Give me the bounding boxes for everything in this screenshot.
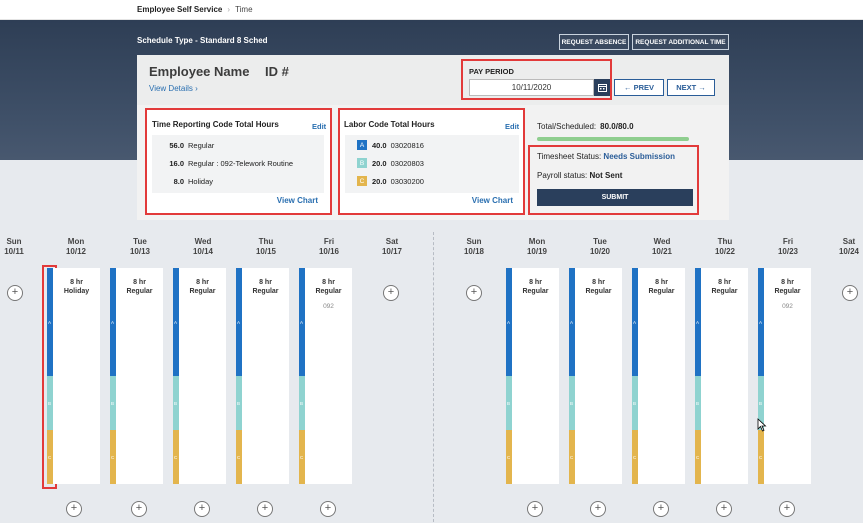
calendar-icon[interactable] [594, 79, 611, 96]
day-card[interactable]: A B C 8 hr Regular [173, 268, 226, 484]
day-header: Wed 10/21 [651, 237, 673, 256]
day-card[interactable]: A B C 8 hr Regular 092 [758, 268, 811, 484]
plus-circle-icon[interactable]: + [7, 285, 23, 301]
labor-code-row: B 20.0 03020803 [357, 158, 424, 168]
day-header: Thu 10/22 [714, 237, 736, 256]
day-card[interactable]: A B C 8 hr Regular [110, 268, 163, 484]
prev-button[interactable]: ← PREV [614, 79, 664, 96]
day-card[interactable]: A B C 8 hr Regular [236, 268, 289, 484]
day-header: Wed 10/14 [192, 237, 214, 256]
labor-code-panel: Labor Code Total Hours Edit A 40.0 0302081… [339, 110, 525, 213]
trc-list: 56.0 Regular 16.0 Regular : 092-Telework R… [152, 135, 324, 193]
request-additional-time-button[interactable]: REQUEST ADDITIONAL TIME [632, 34, 729, 50]
labor-code-row: A 40.0 03020816 [357, 140, 424, 150]
trc-row: 56.0 Regular [169, 141, 215, 150]
plus-circle-icon[interactable]: + [653, 501, 669, 517]
timesheet-status: Timesheet Status: Needs Submission [537, 152, 675, 161]
day-header: Sat 10/17 [381, 237, 403, 256]
day-card[interactable]: A B C 8 hr Regular [632, 268, 685, 484]
day-card[interactable]: A B C 8 hr Regular [569, 268, 622, 484]
day-card[interactable]: A B C 8 hr Regular 092 [299, 268, 352, 484]
breadcrumb-leaf: Time [235, 5, 253, 14]
plus-circle-icon[interactable]: + [66, 501, 82, 517]
next-button[interactable]: NEXT → [667, 79, 715, 96]
timesheet-summary: Total/Scheduled: 80.0/80.0 [528, 110, 696, 213]
trc-view-chart-link[interactable]: View Chart [276, 196, 318, 205]
plus-circle-icon[interactable]: + [320, 501, 336, 517]
employee-name: Employee Name [149, 64, 250, 79]
day-header: Tue 10/13 [129, 237, 151, 256]
pay-period-label: PAY PERIOD [469, 67, 514, 76]
plus-circle-icon[interactable]: + [779, 501, 795, 517]
breadcrumb-separator: › [227, 5, 231, 14]
total-scheduled: Total/Scheduled: 80.0/80.0 [537, 122, 634, 131]
trc-row: 16.0 Regular : 092-Telework Routine [169, 159, 294, 168]
labor-code-title: Labor Code Total Hours [344, 120, 435, 129]
breadcrumb-root[interactable]: Employee Self Service [137, 5, 223, 14]
plus-circle-icon[interactable]: + [527, 501, 543, 517]
day-header: Thu 10/15 [255, 237, 277, 256]
employee-id: ID # [265, 64, 289, 79]
plus-circle-icon[interactable]: + [131, 501, 147, 517]
day-header: Mon 10/19 [526, 237, 548, 256]
day-card[interactable]: A B C 8 hr Regular [506, 268, 559, 484]
plus-circle-icon[interactable]: + [590, 501, 606, 517]
labor-code-row: C 20.0 03030200 [357, 176, 424, 186]
day-header: Fri 10/16 [318, 237, 340, 256]
view-details-link[interactable]: View Details › [149, 84, 198, 93]
payroll-status: Payroll status: Not Sent [537, 171, 623, 180]
breadcrumb: Employee Self Service › Time [137, 5, 253, 14]
trc-title: Time Reporting Code Total Hours [152, 120, 279, 129]
plus-circle-icon[interactable]: + [842, 285, 858, 301]
day-header: Tue 10/20 [589, 237, 611, 256]
labor-code-view-chart-link[interactable]: View Chart [471, 196, 513, 205]
mouse-pointer-icon [757, 418, 767, 434]
plus-circle-icon[interactable]: + [257, 501, 273, 517]
week-divider [433, 232, 434, 522]
plus-circle-icon[interactable]: + [716, 501, 732, 517]
top-bar: Employee Self Service › Time [0, 0, 863, 20]
employee-header: Employee Name ID # View Details › PAY PE… [137, 55, 729, 105]
day-code: 092 [782, 303, 793, 310]
labor-code-list: A 40.0 03020816 B 20.0 03020803 C 20.0 0303020… [345, 135, 519, 193]
day-header: Mon 10/12 [65, 237, 87, 256]
submit-button[interactable]: SUBMIT [537, 189, 693, 206]
trc-row: 8.0 Holiday [173, 177, 214, 186]
day-code: 092 [323, 303, 334, 310]
labor-code-edit-link[interactable]: Edit [505, 122, 520, 131]
schedule-type: Schedule Type - Standard 8 Sched [137, 36, 268, 45]
plus-circle-icon[interactable]: + [194, 501, 210, 517]
total-progress-bar [537, 137, 689, 141]
day-header: Sun 10/11 [4, 237, 24, 256]
plus-circle-icon[interactable]: + [383, 285, 399, 301]
day-header: Sun 10/18 [463, 237, 485, 256]
day-header: Sat 10/24 [838, 237, 860, 256]
request-absence-button[interactable]: REQUEST ABSENCE [559, 34, 629, 50]
trc-panel: Time Reporting Code Total Hours Edit 56.… [146, 110, 330, 213]
plus-circle-icon[interactable]: + [466, 285, 482, 301]
pay-period-input[interactable]: 10/11/2020 [469, 79, 594, 96]
day-card[interactable]: A B C 8 hr Regular [695, 268, 748, 484]
trc-edit-link[interactable]: Edit [312, 122, 327, 131]
day-header: Fri 10/23 [777, 237, 799, 256]
day-card[interactable]: A B C 8 hr Holiday [47, 268, 100, 484]
